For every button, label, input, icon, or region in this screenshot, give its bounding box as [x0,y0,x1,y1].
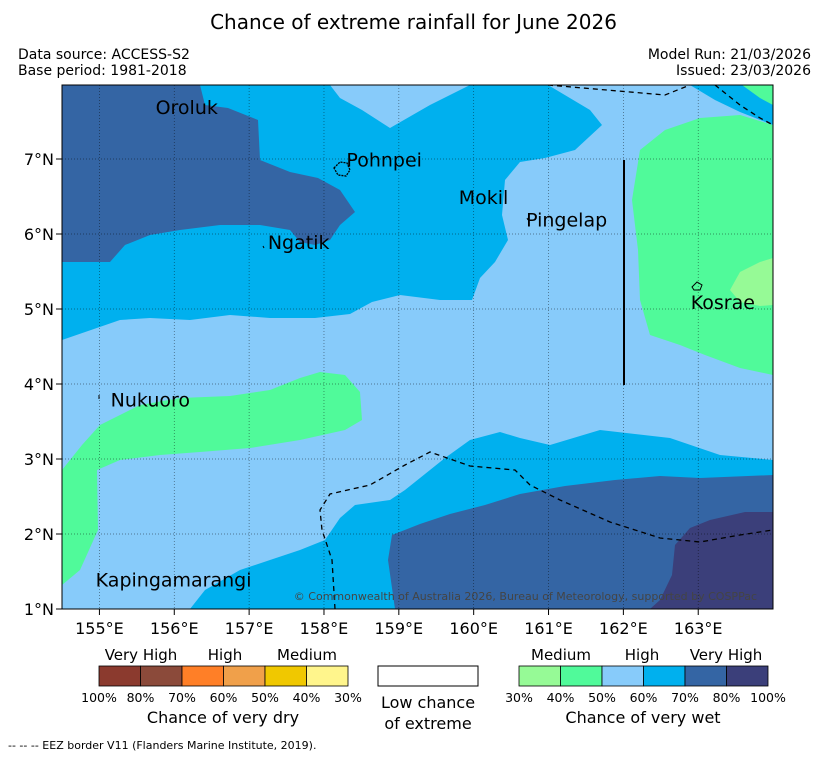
lat-tick-label: 5°N [24,300,54,319]
legend-tick-label: 100% [81,690,117,705]
legend-neutral-line2: of extreme [384,714,471,733]
issued-date: Issued: 23/03/2026 [676,63,811,79]
legend-tick-label: 50% [588,690,616,705]
rainfall-map: 155°E 156°E 157°E 158°E 159°E 160°E 161°E 162°E… [24,84,786,733]
region-high-50-top [330,85,470,128]
model-run: Model Run: 21/03/2026 [647,47,811,63]
legend-swatch [306,665,349,687]
place-label: Nukuoro [111,390,190,412]
region-extreme-southeast [650,512,773,609]
lon-tick-label: 159°E [374,619,423,638]
legend-wet-swatches [518,665,769,687]
legend-tick-label: 70% [168,690,196,705]
base-period: Base period: 1981-2018 [18,63,187,79]
data-source: Data source: ACCESS-S2 [18,47,190,63]
legend-wet-category: High [625,646,659,664]
chart-title: Chance of extreme rainfall for June 2026 [210,10,617,34]
legend-dry-category: High [208,646,242,664]
place-label: Mokil [459,187,509,209]
lon-tick-label: 156°E [150,619,199,638]
lat-tick-label: 4°N [24,375,54,394]
legend-tick-label: 30% [505,690,533,705]
lat-tick-label: 3°N [24,450,54,469]
legend-swatch [98,665,141,687]
map-fill [62,85,773,609]
map-frame [61,84,774,610]
legend-swatch [726,665,769,687]
region-medium-green-topright [742,85,773,105]
legend-swatch [518,665,561,687]
legend-neutral-line1: Low chance [381,693,475,712]
place-label: Oroluk [156,97,218,119]
legend-tick-label: 30% [334,690,362,705]
place-label: Ngatik [268,232,330,254]
legend-wet-ticks: 30% 40% 50% 60% 70% 80% 100% [505,690,786,705]
region-high-60-topright [690,85,773,125]
legend-swatch [223,665,266,687]
lat-tick-label: 6°N [24,225,54,244]
legend-tick-label: 40% [547,690,575,705]
legend-dry-category: Very High [105,646,178,664]
legend-neutral: Low chance of extreme [377,665,479,733]
legend-dry: Very High High Medium 100% 80% 70% 60% 50% 40… [81,646,362,727]
lon-tick-label: 158°E [300,619,349,638]
legend-swatch [560,665,603,687]
legend-wet-caption: Chance of very wet [565,708,720,727]
place-label: Pohnpei [346,150,422,172]
legend-dry-caption: Chance of very dry [147,708,299,727]
lon-tick-label: 155°E [75,619,124,638]
lon-tick-label: 162°E [599,619,648,638]
legend-swatch [643,665,686,687]
lat-tick-label: 2°N [24,525,54,544]
meta-left: Data source: ACCESS-S2 Base period: 1981… [18,47,190,79]
legend-swatch [601,665,644,687]
kosrae-island [691,281,703,291]
region-medium-40-west [62,372,362,585]
place-label: Kosrae [691,292,755,314]
lon-tick-label: 157°E [225,619,274,638]
legend-swatch [264,665,307,687]
legend-wet-category: Medium [531,646,591,664]
legend-tick-label: 80% [127,690,155,705]
legend-tick-label: 100% [750,690,786,705]
legend-wet: Medium High Very High 30% 40% 50% 60% 70% 80%… [505,646,786,727]
region-medium-40-east [632,115,773,375]
legend-swatch [684,665,727,687]
lon-tick-label: 163°E [674,619,723,638]
region-medium-30-kosrae [730,258,773,306]
island-mark [526,217,529,221]
place-label: Kapingamarangi [96,570,252,592]
lat-tick-label: 1°N [24,600,54,619]
legend-tick-label: 60% [630,690,658,705]
lat-tick-label: 7°N [24,150,54,169]
eez-footnote: -- -- -- EEZ border V11 (Flanders Marine… [8,739,317,752]
region-very-high-northwest [62,85,355,262]
legend-tick-label: 40% [293,690,321,705]
legend-dry-category: Medium [277,646,337,664]
legend-tick-label: 80% [713,690,741,705]
eez-border [319,85,773,609]
lon-tick-label: 161°E [524,619,573,638]
meta-right: Model Run: 21/03/2026 Issued: 23/03/2026 [648,47,811,79]
island-mark [262,245,265,249]
legend-tick-label: 50% [251,690,279,705]
legend-tick-label: 60% [210,690,238,705]
copyright-notice: © Commonwealth of Australia 2026, Bureau… [294,590,757,603]
lat-tick-labels: 1°N 2°N 3°N 4°N 5°N 6°N 7°N [24,150,62,619]
legend-tick-label: 70% [671,690,699,705]
legend-wet-category: Very High [690,646,763,664]
place-labels: Oroluk Pohnpei Mokil Pingelap Ngatik Kosrae Nu… [96,97,755,592]
legend-neutral-swatch [377,665,479,687]
legend-dry-ticks: 100% 80% 70% 60% 50% 40% 30% [81,690,362,705]
legend-swatch [140,665,183,687]
legend-swatch [181,665,224,687]
gridlines [62,85,773,610]
lon-tick-label: 160°E [449,619,498,638]
legend-dry-swatches [98,665,349,687]
lon-tick-labels: 155°E 156°E 157°E 158°E 159°E 160°E 161°E 162°E… [75,609,723,638]
place-label: Pingelap [526,210,607,232]
